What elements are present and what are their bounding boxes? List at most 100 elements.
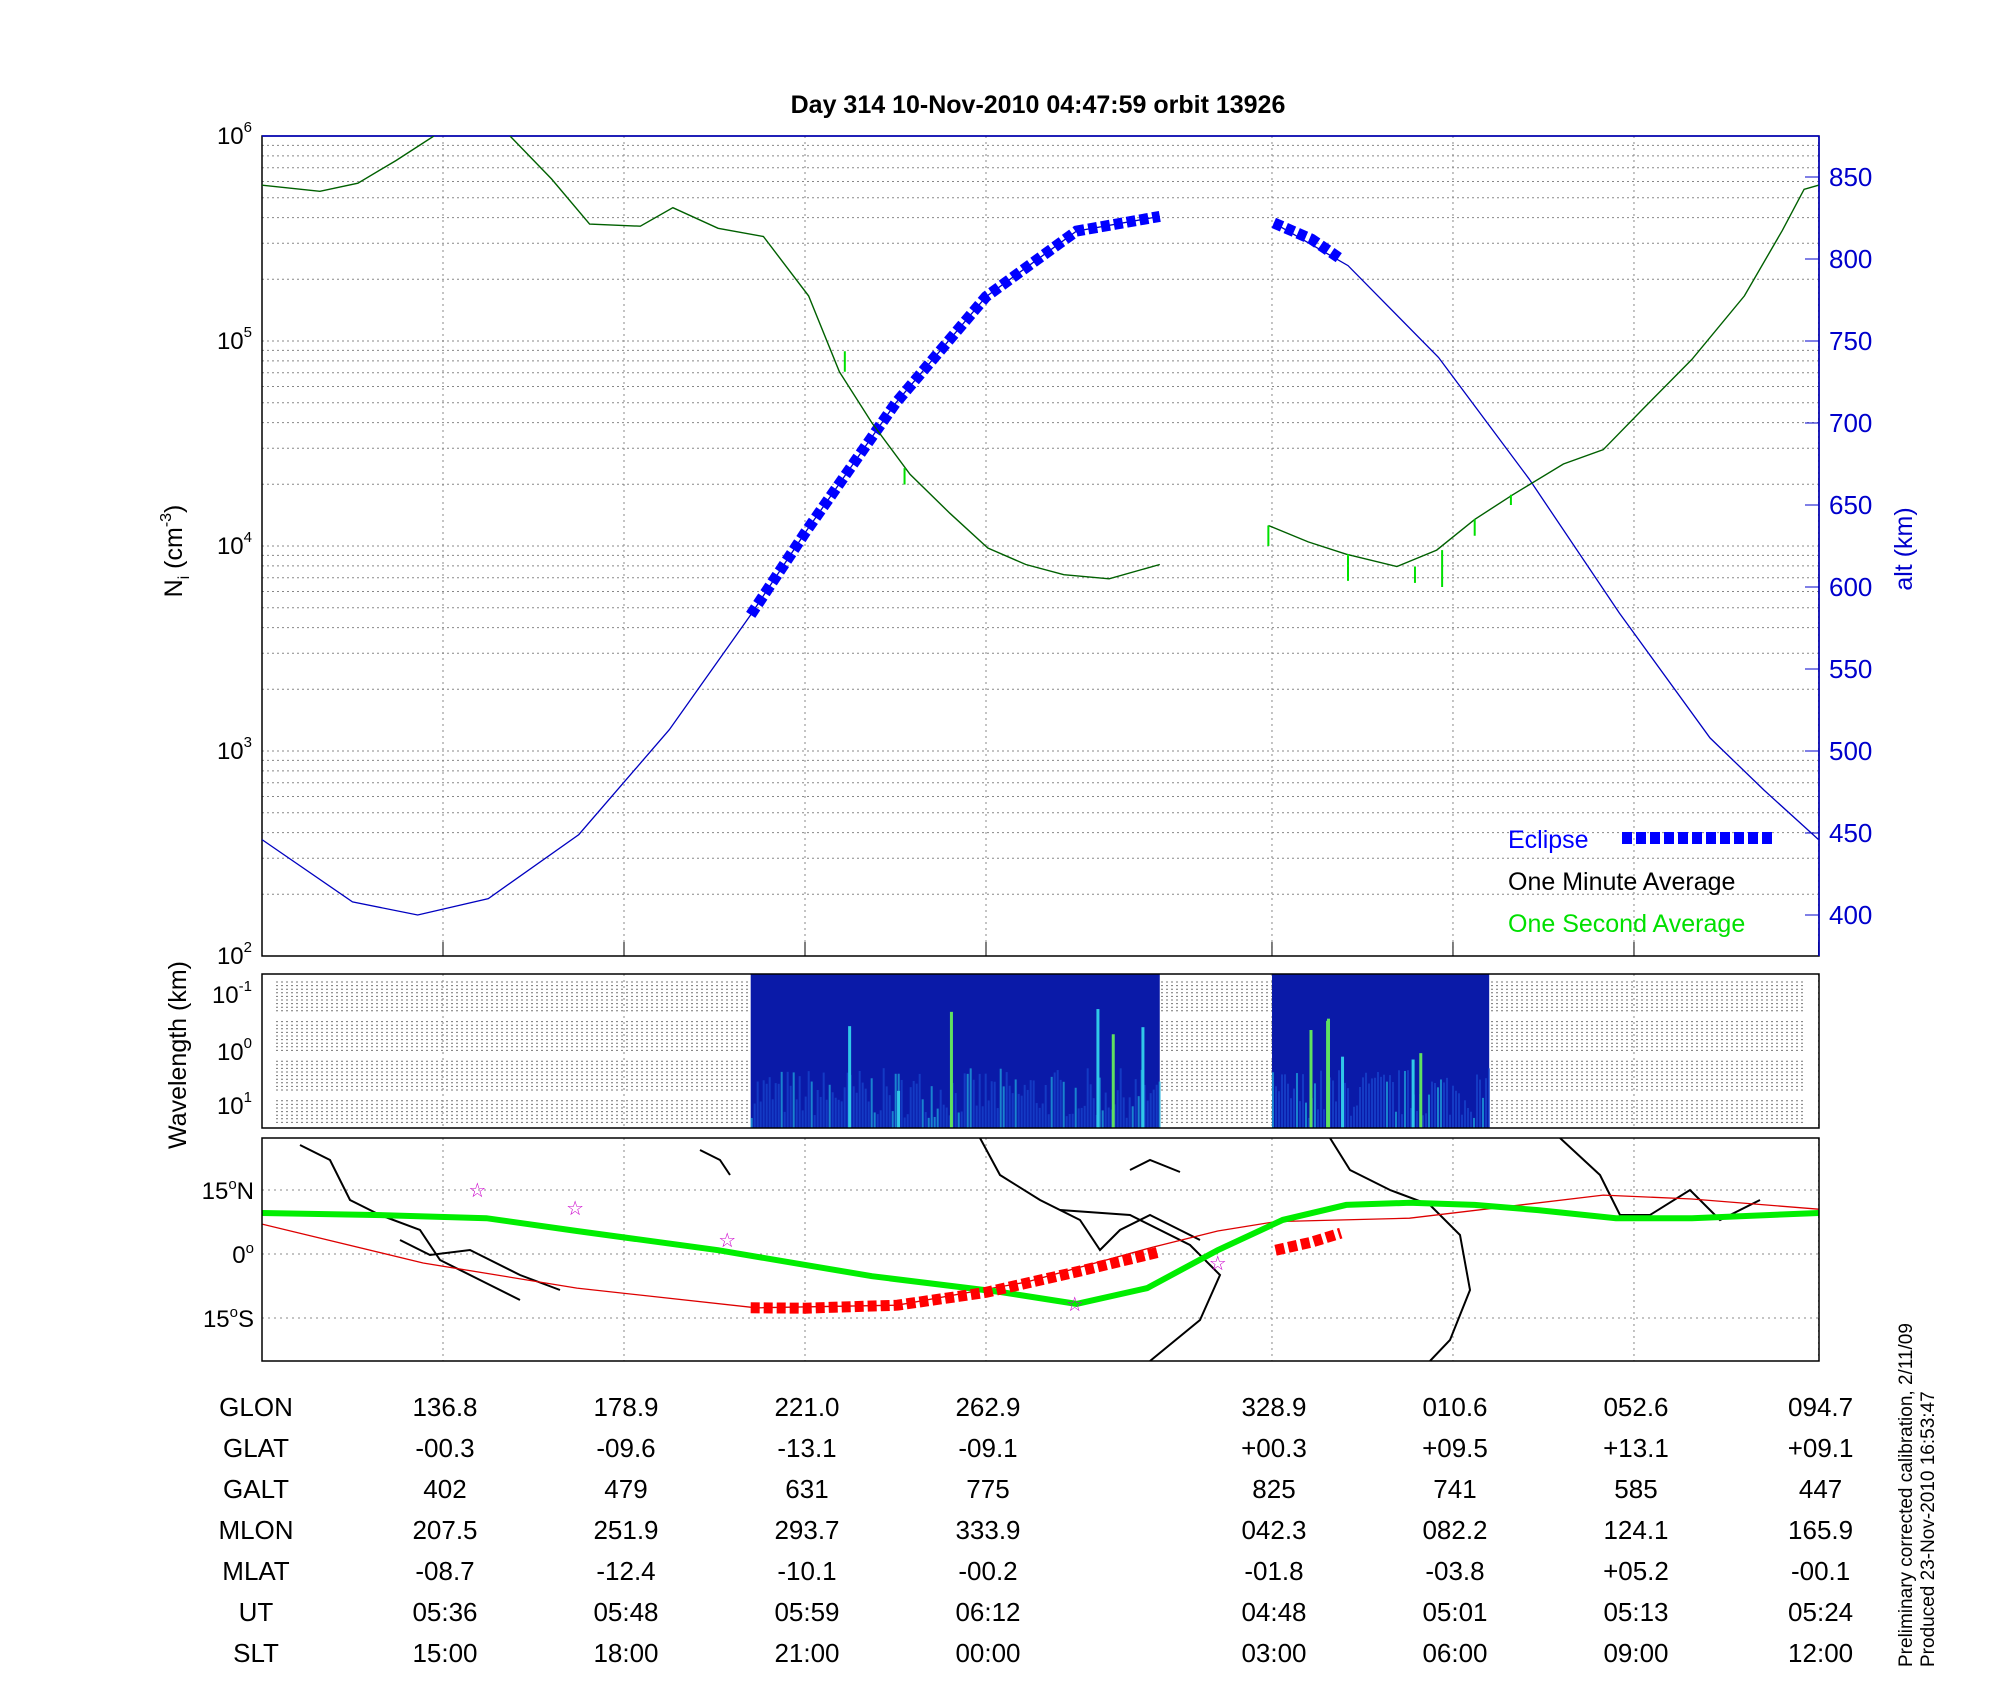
spectrogram-streak (837, 1099, 840, 1128)
spectrogram-streak (1451, 1085, 1454, 1128)
series-group (262, 136, 1819, 916)
spectrogram-streak (1475, 1074, 1478, 1128)
spectrogram-streak (1367, 1083, 1370, 1128)
spectrogram-streak (804, 1096, 807, 1128)
spectrogram-streak (1002, 1086, 1005, 1128)
table-cell: 21:00 (774, 1638, 839, 1668)
spectrogram-streak (750, 1117, 753, 1128)
spectrogram-streak (1409, 1108, 1412, 1128)
one-minute-average-line (509, 136, 1160, 580)
y-label-close: ) (160, 505, 188, 513)
spectrogram-streak (792, 1072, 795, 1128)
spectrogram-streak (984, 1073, 987, 1128)
y-label-exp: -3 (158, 513, 175, 527)
spectrogram-streak (1068, 1113, 1071, 1128)
table-row-label: GLAT (223, 1433, 289, 1463)
coastline (399, 1239, 561, 1291)
table-row-label: SLT (233, 1638, 279, 1668)
y-tick-base: 10 (217, 328, 244, 355)
table-cell: -09.6 (596, 1433, 655, 1463)
spectrogram-streak (801, 1110, 804, 1128)
spectrogram-streak (918, 1073, 921, 1128)
spectrogram-streak (1017, 1093, 1020, 1128)
altitude-line (262, 215, 1160, 916)
spectrogram-spike (1419, 1053, 1423, 1128)
spectrogram-streak (1283, 1074, 1286, 1128)
spectrogram-streak (942, 1104, 945, 1128)
y-tick-label: 106 (217, 119, 252, 150)
y-tick-exp: 2 (244, 939, 252, 956)
ephemeris-table: GLON 136.8 178.9 221.0 262.9 328.9 010.6 052.6 0… (218, 1392, 1853, 1668)
spectrogram-streak (1400, 1114, 1403, 1128)
table-cell: 221.0 (774, 1392, 839, 1422)
spectrogram-streak (858, 1071, 861, 1128)
altitude-line (1273, 222, 1819, 841)
map-lat-label: 0o (232, 1240, 254, 1269)
spectrogram-streak (957, 1112, 960, 1128)
spectrogram-streak (924, 1112, 927, 1128)
table-cell: 12:00 (1788, 1638, 1853, 1668)
table-cell: 09:00 (1603, 1638, 1668, 1668)
table-cell: 03:00 (1241, 1638, 1306, 1668)
table-cell: 262.9 (955, 1392, 1020, 1422)
spectrogram-streak (1454, 1090, 1457, 1128)
spectrogram-streak (930, 1086, 933, 1128)
table-cell: 825 (1252, 1474, 1295, 1504)
spectrogram-streak (1137, 1096, 1140, 1128)
y-right-tick-label: 500 (1829, 736, 1872, 766)
spectrogram-streak (1077, 1108, 1080, 1128)
table-cell: 06:12 (955, 1597, 1020, 1627)
spectrogram-streak (1286, 1083, 1289, 1128)
spectrogram-y-tick-label: 10-1 (212, 978, 252, 1009)
spectrogram-streak (846, 1072, 849, 1128)
spectrogram-streak (1322, 1109, 1325, 1128)
tick-exp: 1 (244, 1089, 252, 1106)
legend: Eclipse One Minute Average One Second Aver… (1508, 826, 1772, 938)
spectrogram-streak (1047, 1114, 1050, 1128)
deg-sym: o (246, 1240, 254, 1257)
spectrogram-streak (1053, 1072, 1056, 1128)
spectrogram-spike (848, 1026, 852, 1128)
spectrogram-streak (831, 1092, 834, 1128)
spectrogram-spike (1141, 1027, 1145, 1128)
spectrogram-streak (885, 1086, 888, 1128)
spectrogram-streak (963, 1073, 966, 1128)
spectrogram-streak (1029, 1080, 1032, 1128)
spectrogram-streak (1110, 1109, 1113, 1128)
spectrogram-streak (927, 1117, 930, 1128)
table-cell: +09.5 (1422, 1433, 1488, 1463)
spectrogram-streak (1107, 1107, 1110, 1128)
table-cell: 05:59 (774, 1597, 839, 1627)
spectrogram-streak (1388, 1075, 1391, 1128)
spectrogram-streak (966, 1073, 969, 1128)
spectrogram-streak (999, 1068, 1002, 1128)
spectrogram-streak (1436, 1087, 1439, 1128)
spectrogram-streak (903, 1117, 906, 1128)
hem: N (237, 1178, 254, 1205)
spectrogram-streak (1391, 1082, 1394, 1128)
y-right-tick-label: 800 (1829, 244, 1872, 274)
spectrogram-streak (1427, 1094, 1430, 1128)
spectrogram-streak (1038, 1107, 1041, 1128)
spectrogram-streak (1062, 1081, 1065, 1128)
table-cell: 00:00 (955, 1638, 1020, 1668)
spectrogram-streak (1008, 1085, 1011, 1128)
orbit-track-line (262, 1194, 1819, 1309)
spectrogram-y-tick-label: 100 (217, 1035, 252, 1066)
spectrogram-streak (1041, 1103, 1044, 1128)
table-cell: 328.9 (1241, 1392, 1306, 1422)
table-cell: 631 (785, 1474, 828, 1504)
table-cell: 05:48 (593, 1597, 658, 1627)
y-label-rest: (cm (160, 527, 188, 576)
y-tick-exp: 4 (244, 529, 252, 546)
footnote-line2: Produced 23-Nov-2010 16:53:47 (1918, 1391, 1939, 1667)
table-cell: -01.8 (1244, 1556, 1303, 1586)
eclipse-track-line (1274, 1227, 1343, 1256)
table-cell: 124.1 (1603, 1515, 1668, 1545)
spectrogram-streak (882, 1068, 885, 1128)
table-cell: 165.9 (1788, 1515, 1853, 1545)
spectrogram-streak (1331, 1080, 1334, 1128)
deg: 15 (203, 1306, 230, 1333)
